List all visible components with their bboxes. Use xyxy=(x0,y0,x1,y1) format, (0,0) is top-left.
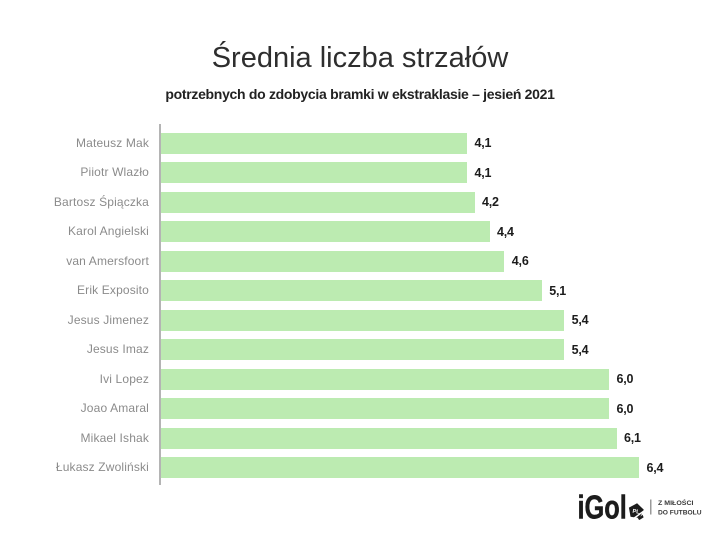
svg-text:DO FUTBOLU: DO FUTBOLU xyxy=(658,509,702,516)
svg-text:iGol: iGol xyxy=(578,490,627,527)
svg-text:PL: PL xyxy=(632,509,641,516)
svg-text:Z MIŁOŚCI: Z MIŁOŚCI xyxy=(658,498,694,507)
